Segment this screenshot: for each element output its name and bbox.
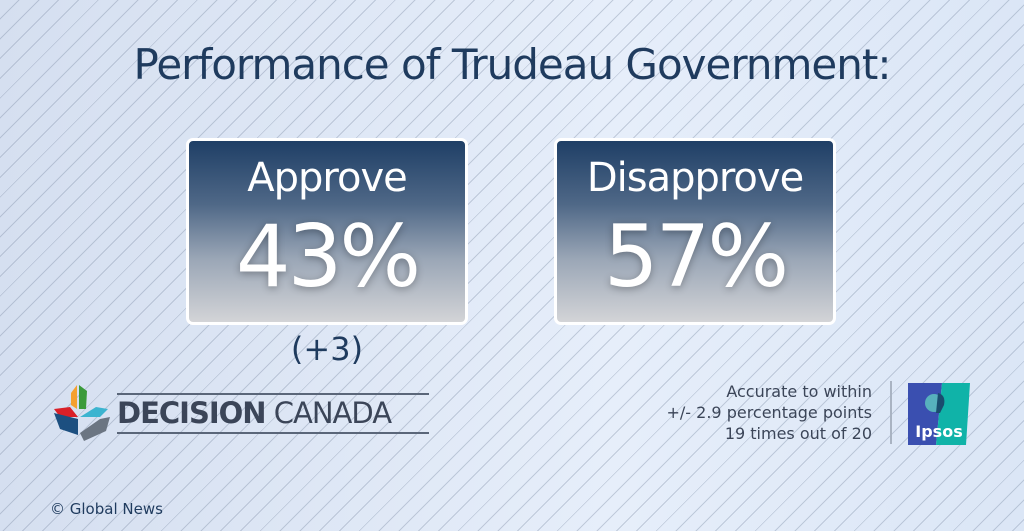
- accuracy-line: 19 times out of 20: [724, 424, 872, 443]
- accuracy-line: Accurate to within: [726, 382, 872, 401]
- ipsos-text: Ipsos: [915, 422, 962, 441]
- copyright: © Global News: [50, 500, 163, 518]
- decision-canada-wordmark: DECISION CANADA: [117, 393, 429, 434]
- maple-leaf-logo-icon: [54, 385, 110, 441]
- page-title: Performance of Trudeau Government:: [133, 40, 892, 89]
- disapprove-card: Disapprove 57%: [554, 138, 836, 325]
- approve-label: Approve: [247, 155, 407, 201]
- ipsos-logo-icon: Ipsos: [908, 383, 970, 445]
- disapprove-value: 57%: [603, 207, 789, 307]
- brand-bold: DECISION: [117, 396, 267, 430]
- approve-change: (+3): [290, 330, 364, 368]
- accuracy-note: Accurate to within +/- 2.9 percentage po…: [667, 381, 873, 444]
- divider: [890, 381, 892, 444]
- approve-card: Approve 43%: [186, 138, 468, 325]
- disapprove-label: Disapprove: [586, 155, 804, 201]
- brand-light: CANADA: [273, 396, 392, 430]
- approve-value: 43%: [235, 207, 421, 307]
- accuracy-line: +/- 2.9 percentage points: [666, 403, 873, 422]
